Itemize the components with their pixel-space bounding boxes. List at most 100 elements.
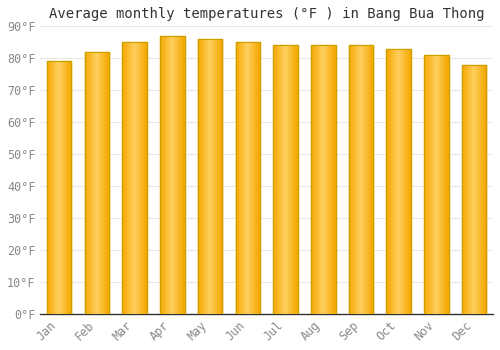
Bar: [386, 49, 411, 314]
Bar: [287, 46, 288, 314]
Bar: [183, 36, 184, 314]
Bar: [393, 49, 394, 314]
Bar: [289, 46, 290, 314]
Bar: [386, 49, 387, 314]
Bar: [320, 46, 321, 314]
Bar: [243, 42, 244, 314]
Bar: [274, 46, 275, 314]
Bar: [391, 49, 392, 314]
Bar: [106, 52, 108, 314]
Bar: [348, 46, 350, 314]
Bar: [478, 65, 479, 314]
Bar: [217, 39, 218, 314]
Bar: [363, 46, 364, 314]
Bar: [470, 65, 471, 314]
Bar: [135, 42, 136, 314]
Bar: [141, 42, 142, 314]
Bar: [90, 52, 91, 314]
Bar: [62, 62, 63, 314]
Bar: [356, 46, 358, 314]
Bar: [52, 62, 53, 314]
Bar: [131, 42, 132, 314]
Bar: [396, 49, 397, 314]
Bar: [50, 62, 51, 314]
Bar: [317, 46, 318, 314]
Bar: [164, 36, 165, 314]
Bar: [98, 52, 100, 314]
Bar: [160, 36, 184, 314]
Bar: [246, 42, 247, 314]
Bar: [360, 46, 361, 314]
Bar: [126, 42, 128, 314]
Bar: [221, 39, 222, 314]
Bar: [435, 55, 436, 314]
Bar: [359, 46, 360, 314]
Bar: [133, 42, 134, 314]
Bar: [471, 65, 472, 314]
Bar: [59, 62, 60, 314]
Bar: [430, 55, 431, 314]
Bar: [424, 55, 425, 314]
Bar: [86, 52, 87, 314]
Bar: [208, 39, 209, 314]
Bar: [465, 65, 466, 314]
Bar: [210, 39, 212, 314]
Bar: [66, 62, 67, 314]
Title: Average monthly temperatures (°F ) in Bang Bua Thong: Average monthly temperatures (°F ) in Ba…: [49, 7, 484, 21]
Bar: [367, 46, 368, 314]
Bar: [47, 62, 48, 314]
Bar: [134, 42, 135, 314]
Bar: [282, 46, 283, 314]
Bar: [247, 42, 248, 314]
Bar: [443, 55, 444, 314]
Bar: [296, 46, 297, 314]
Bar: [313, 46, 314, 314]
Bar: [431, 55, 432, 314]
Bar: [173, 36, 174, 314]
Bar: [103, 52, 104, 314]
Bar: [47, 62, 72, 314]
Bar: [178, 36, 179, 314]
Bar: [255, 42, 256, 314]
Bar: [332, 46, 333, 314]
Bar: [89, 52, 90, 314]
Bar: [258, 42, 259, 314]
Bar: [257, 42, 258, 314]
Bar: [372, 46, 374, 314]
Bar: [71, 62, 72, 314]
Bar: [182, 36, 183, 314]
Bar: [366, 46, 367, 314]
Bar: [426, 55, 428, 314]
Bar: [201, 39, 202, 314]
Bar: [283, 46, 284, 314]
Bar: [326, 46, 327, 314]
Bar: [60, 62, 61, 314]
Bar: [467, 65, 468, 314]
Bar: [330, 46, 331, 314]
Bar: [408, 49, 409, 314]
Bar: [425, 55, 426, 314]
Bar: [291, 46, 292, 314]
Bar: [483, 65, 484, 314]
Bar: [94, 52, 95, 314]
Bar: [132, 42, 133, 314]
Bar: [462, 65, 486, 314]
Bar: [322, 46, 324, 314]
Bar: [462, 65, 463, 314]
Bar: [122, 42, 123, 314]
Bar: [96, 52, 97, 314]
Bar: [138, 42, 139, 314]
Bar: [368, 46, 369, 314]
Bar: [324, 46, 325, 314]
Bar: [433, 55, 434, 314]
Bar: [124, 42, 125, 314]
Bar: [140, 42, 141, 314]
Bar: [401, 49, 402, 314]
Bar: [429, 55, 430, 314]
Bar: [440, 55, 441, 314]
Bar: [355, 46, 356, 314]
Bar: [84, 52, 86, 314]
Bar: [244, 42, 245, 314]
Bar: [439, 55, 440, 314]
Bar: [241, 42, 242, 314]
